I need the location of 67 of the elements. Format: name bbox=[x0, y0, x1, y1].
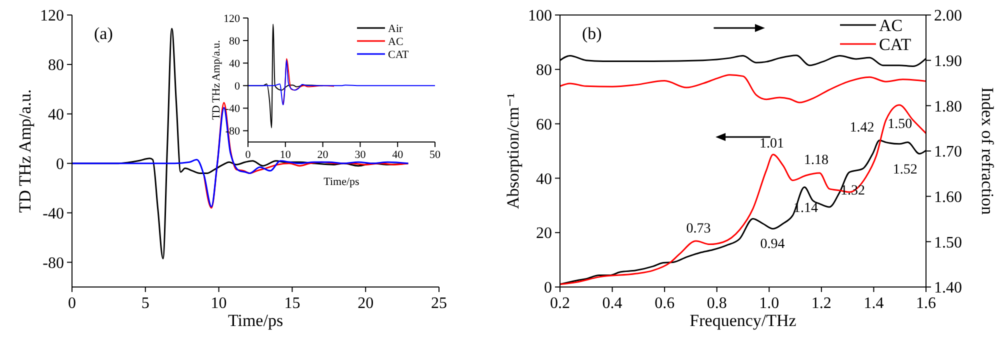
x-tick-label: 1.4 bbox=[864, 295, 884, 312]
y-axis-title: Absorption/cm⁻¹ bbox=[503, 92, 522, 210]
x-tick-label: 0.6 bbox=[654, 295, 675, 312]
x-tick-label: 0 bbox=[245, 149, 252, 161]
x-axis-title: Frequency/THz bbox=[690, 311, 797, 330]
y-tick-label: 60 bbox=[536, 116, 552, 134]
x-tick-label: 0.8 bbox=[706, 295, 727, 312]
line-series bbox=[559, 74, 927, 104]
y-axis-title: TD THz Amp/a.u. bbox=[15, 89, 34, 213]
y-tick-label: 120 bbox=[224, 12, 240, 25]
y-tick-label: 20 bbox=[536, 225, 552, 242]
legend-label: CAT bbox=[879, 34, 912, 54]
y-tick-label: 40 bbox=[48, 106, 64, 124]
x-tick-label: 40 bbox=[392, 149, 404, 161]
y-tick-label: 40 bbox=[536, 170, 552, 188]
x-tick-label: 15 bbox=[284, 295, 300, 312]
annotation: 1.42 bbox=[850, 120, 874, 136]
x-tick-label: 30 bbox=[354, 149, 366, 161]
y-tick-label: 120 bbox=[40, 8, 64, 25]
annotation: 1.18 bbox=[804, 153, 828, 168]
y-tick-label: 80 bbox=[536, 62, 552, 79]
annotation: 1.52 bbox=[892, 162, 918, 178]
y2-tick-label: 1.40 bbox=[934, 280, 962, 297]
legend-label: AC bbox=[879, 16, 903, 35]
legend-label: CAT bbox=[388, 48, 410, 61]
x-axis-title: Time/ps bbox=[324, 176, 360, 188]
x-tick-label: 1.6 bbox=[916, 295, 936, 312]
y-tick-label: 0 bbox=[544, 280, 552, 297]
x-tick-label: 0 bbox=[68, 295, 76, 312]
y-tick-label: 0 bbox=[234, 80, 240, 92]
y2-tick-label: 1.90 bbox=[934, 52, 962, 70]
annotation: (b) bbox=[582, 24, 602, 43]
y-axis-title: TD THz Amp/a.u. bbox=[210, 40, 222, 120]
x-tick-label: 20 bbox=[358, 295, 374, 312]
x-tick-label: 20 bbox=[317, 149, 329, 161]
x-tick-label: 1.2 bbox=[811, 295, 832, 312]
annotation: (a) bbox=[94, 24, 113, 43]
annotation: 1.50 bbox=[888, 116, 912, 132]
x-tick-label: 50 bbox=[430, 149, 441, 161]
x-tick-label: 0.4 bbox=[602, 295, 622, 312]
line-series bbox=[71, 106, 409, 208]
annotation: 0.73 bbox=[686, 221, 711, 236]
legend-label: AC bbox=[388, 36, 404, 48]
y-tick-label: 40 bbox=[229, 58, 240, 70]
x-tick-label: 10 bbox=[210, 295, 227, 312]
y2-tick-label: 1.70 bbox=[934, 144, 962, 161]
x-axis-title: Time/ps bbox=[228, 311, 284, 330]
x-tick-label: 5 bbox=[141, 295, 150, 312]
y-tick-label: 100 bbox=[528, 8, 552, 25]
y-tick-label: -40 bbox=[42, 205, 64, 222]
x-tick-label: 10 bbox=[280, 149, 292, 161]
legend-label: Air bbox=[388, 22, 403, 35]
y-tick-label: -80 bbox=[42, 254, 64, 272]
x-tick-label: 25 bbox=[431, 295, 447, 312]
line-series bbox=[248, 60, 436, 106]
annotation: 1.01 bbox=[760, 136, 784, 152]
y2-tick-label: 2.00 bbox=[934, 8, 962, 25]
y2-tick-label: 1.50 bbox=[934, 234, 962, 252]
y2-axis-title: Index of refraction bbox=[978, 87, 997, 216]
y-tick-label: 80 bbox=[229, 35, 240, 48]
line-series bbox=[203, 102, 409, 209]
y2-tick-label: 1.60 bbox=[934, 188, 962, 206]
x-tick-label: 1.0 bbox=[759, 295, 780, 312]
x-tick-label: 0.2 bbox=[550, 295, 570, 312]
annotation: 0.94 bbox=[760, 236, 785, 252]
y2-tick-label: 1.80 bbox=[934, 98, 962, 116]
y-tick-label: 80 bbox=[48, 57, 64, 74]
